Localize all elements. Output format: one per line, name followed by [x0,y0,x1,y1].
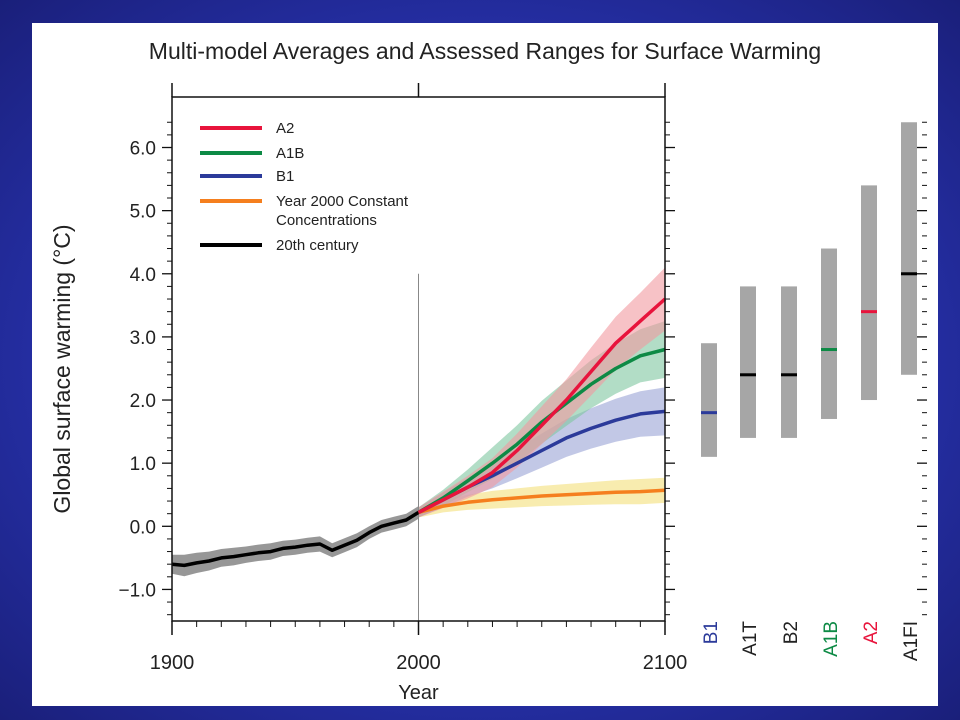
y-axis-label: Global surface warming (°C) [49,224,75,513]
surface-warming-chart: Multi-model Averages and Assessed Ranges… [49,38,927,704]
x-tick-label: 2100 [643,652,688,674]
y-tick-label: 3.0 [130,328,156,349]
y-tick-label: 0.0 [130,517,156,538]
x-tick-label: 1900 [150,652,195,674]
legend-label: A2 [276,120,294,137]
series-line-a1b [417,347,666,514]
best-estimate-a1t [740,373,756,377]
range-label-a2: A2 [861,621,882,644]
range-label-a1t: A1T [740,621,761,656]
range-label-a1b: A1B [821,621,842,657]
series-band-a2 [418,267,665,518]
legend-label: Year 2000 Constant [276,193,409,210]
legend-label: 20th century [276,237,359,254]
range-bar-a1b [821,248,837,419]
series-line-20th-century [171,510,420,568]
y-tick-label: 2.0 [130,391,156,412]
legend-label: B1 [276,168,294,185]
series-band-20th-century [172,506,419,577]
series-line-year-2000-constant-concentrations [418,488,666,515]
range-label-b1: B1 [701,621,722,644]
range-bar-a1fi [901,122,917,375]
slide-panel: Multi-model Averages and Assessed Ranges… [32,23,938,706]
range-bar-b2 [781,286,797,438]
y-tick-label: −1.0 [118,580,156,601]
best-estimate-b1 [701,411,717,415]
best-estimate-a1b [821,348,837,352]
y-tick-label: 6.0 [130,139,156,160]
range-label-b2: B2 [781,621,802,644]
series-line-a2 [417,297,667,514]
y-tick-label: 1.0 [130,454,156,475]
best-estimate-b2 [781,373,797,377]
best-estimate-a1fi [901,272,917,276]
y-tick-label: 5.0 [130,202,156,223]
best-estimate-a2 [861,310,877,314]
legend-label: Concentrations [276,212,377,229]
x-tick-label: 2000 [396,652,441,674]
chart-title: Multi-model Averages and Assessed Ranges… [149,38,821,64]
range-bar-b1 [701,343,717,457]
x-axis-label: Year [398,682,439,704]
range-label-a1fi: A1FI [901,621,922,661]
legend-label: A1B [276,145,304,162]
y-tick-label: 4.0 [130,265,156,286]
range-bar-a1t [740,286,756,438]
range-bar-a2 [861,185,877,401]
